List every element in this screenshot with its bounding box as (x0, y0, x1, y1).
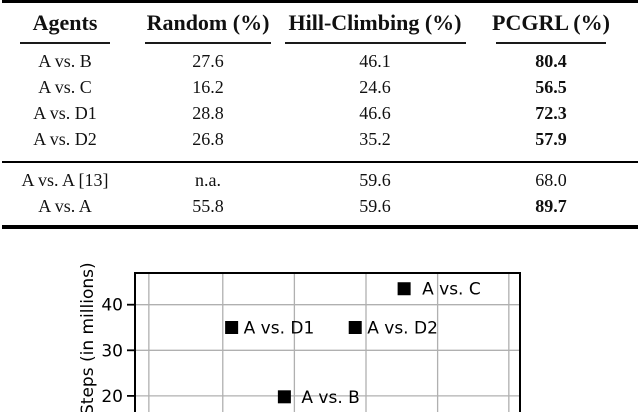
table-row: A vs. D2 26.8 35.2 57.9 (1, 126, 640, 152)
pcgrl-cell: 89.7 (535, 196, 567, 216)
table-bottomrule (2, 225, 638, 229)
pcgrl-cell: 72.3 (535, 103, 567, 123)
scatter-point (225, 321, 239, 334)
pcgrl-cell: 68.0 (535, 170, 567, 190)
random-cell: 16.2 (192, 77, 224, 97)
steps-scatter-chart: 40 30 20 A vs. D1 A vs. D2 A vs. C A vs. B Step… (78, 262, 521, 412)
pcgrl-cell: 80.4 (535, 51, 567, 71)
column-header-random: Random (%) (146, 9, 270, 35)
hill-climbing-cell: 24.6 (359, 77, 391, 97)
table-header-row: Agents Random (%) Hill-Climbing (%) PCGR… (1, 3, 640, 42)
header-underline (20, 42, 110, 44)
header-underline (145, 42, 271, 44)
hill-climbing-cell: 59.6 (359, 170, 391, 190)
y-tick-label: 20 (101, 387, 123, 407)
random-cell: 28.8 (192, 103, 224, 123)
hill-climbing-cell: 46.6 (359, 103, 391, 123)
y-tick-label: 30 (101, 341, 123, 361)
pcgrl-cell: 57.9 (535, 129, 567, 149)
results-table: Agents Random (%) Hill-Climbing (%) PCGR… (1, 0, 640, 229)
agent-cell: A vs. B (38, 51, 92, 71)
column-header-agents: Agents (32, 9, 98, 35)
table-midrule (2, 161, 638, 163)
random-cell: 26.8 (192, 129, 224, 149)
agent-cell: A vs. C (38, 77, 92, 97)
header-underline (496, 42, 606, 44)
header-underlines (1, 42, 640, 44)
column-header-hill-climbing: Hill-Climbing (%) (288, 9, 462, 35)
pcgrl-cell: 56.5 (535, 77, 567, 97)
y-axis-label: Steps (in millions) (78, 262, 98, 412)
agent-cell: A vs. A [13] (21, 170, 109, 190)
table-row: A vs. B 27.6 46.1 80.4 (1, 48, 640, 74)
random-cell: 55.8 (192, 196, 224, 216)
agent-cell: A vs. D2 (33, 129, 97, 149)
table-row: A vs. C 16.2 24.6 56.5 (1, 74, 640, 100)
column-header-pcgrl: PCGRL (%) (492, 9, 610, 35)
agent-cell: A vs. D1 (33, 103, 97, 123)
scatter-point (397, 282, 411, 296)
scatter-point (277, 390, 291, 404)
random-cell: n.a. (195, 170, 221, 190)
scatter-point (348, 321, 362, 334)
hill-climbing-cell: 59.6 (359, 196, 391, 216)
scatter-point-label: A vs. D2 (367, 319, 438, 339)
random-cell: 27.6 (192, 51, 224, 71)
hill-climbing-cell: 35.2 (359, 129, 391, 149)
scatter-point-label: A vs. B (301, 388, 359, 408)
table-toprule (2, 0, 638, 3)
y-tick-label: 40 (101, 296, 123, 316)
table-row: A vs. A [13] n.a. 59.6 68.0 (1, 167, 640, 193)
table-row: A vs. A 55.8 59.6 89.7 (1, 193, 640, 219)
agent-cell: A vs. A (38, 196, 92, 216)
scatter-point-label: A vs. C (422, 280, 481, 300)
table-row: A vs. D1 28.8 46.6 72.3 (1, 100, 640, 126)
header-underline (284, 42, 466, 44)
scatter-point-label: A vs. D1 (244, 319, 315, 339)
hill-climbing-cell: 46.1 (359, 51, 391, 71)
